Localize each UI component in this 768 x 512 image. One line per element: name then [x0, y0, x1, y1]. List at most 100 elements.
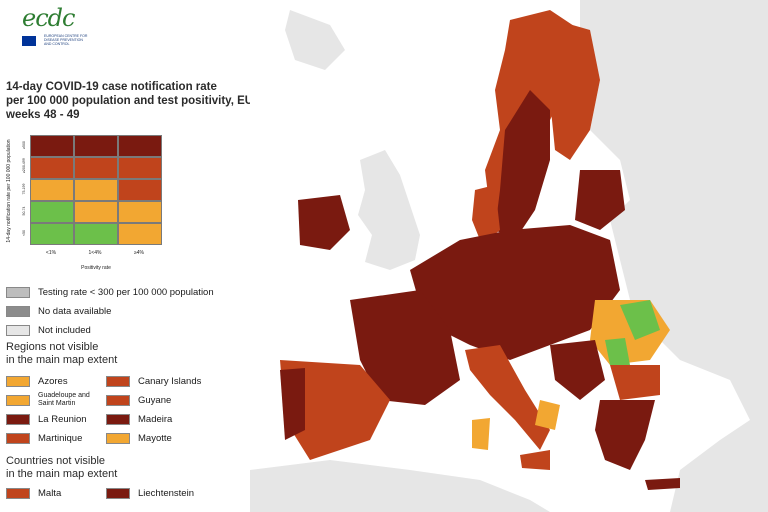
matrix-x-tick: 1<4% [88, 250, 102, 256]
legend-label: Liechtenstein [138, 487, 194, 499]
legend-item: Testing rate < 300 per 100 000 populatio… [6, 286, 214, 298]
map-title: 14-day COVID-19 case notification rate p… [6, 80, 280, 122]
sicily-land [520, 450, 550, 470]
legend-label: Azores [38, 375, 68, 387]
sweden-land [495, 90, 550, 240]
regions-heading-line-1: Regions not visible [6, 341, 99, 353]
baltics-land [575, 170, 625, 230]
matrix-y-tick: 75-199 [22, 183, 26, 195]
logo-text: ecdc [22, 4, 75, 32]
romania-green-region-land [620, 300, 660, 340]
matrix-cell [118, 135, 162, 157]
france-land [350, 290, 460, 405]
countries-heading-line-2: in the main map extent [6, 468, 118, 480]
denmark-land [472, 185, 500, 245]
matrix-y-tick: ≥500 [22, 141, 26, 149]
bulgaria-land [610, 365, 660, 400]
romania-green-region-2-land [605, 338, 630, 365]
legend-label: Malta [38, 487, 62, 499]
legend-item: No data available [6, 305, 111, 317]
legend-swatch [6, 487, 30, 499]
matrix-cell [118, 201, 162, 223]
legend-label: Guadeloupe and Saint Martin [38, 392, 90, 407]
legend-swatch [6, 394, 30, 406]
finland-land [550, 20, 600, 160]
legend-swatch [6, 286, 30, 298]
italy-land [465, 345, 550, 450]
legend-item: Guadeloupe and Saint Martin [6, 392, 98, 407]
matrix-cell [118, 157, 162, 179]
central-europe-land [410, 225, 620, 360]
legend-item: Not included [6, 324, 91, 336]
matrix-y-tick: 50-74 [22, 206, 26, 216]
legend-swatch [106, 487, 130, 499]
matrix-cell [30, 135, 74, 157]
matrix-x-axis-label: Positivity rate [81, 265, 111, 271]
matrix-cell [118, 223, 162, 245]
legend-swatch [6, 413, 30, 425]
legend-swatch [106, 413, 130, 425]
matrix-cell [74, 179, 118, 201]
title-line-3: weeks 48 - 49 [6, 109, 80, 121]
italy-south-region-land [535, 400, 560, 430]
matrix-x-tick: ≥4% [134, 250, 144, 256]
legend-label: Canary Islands [138, 375, 202, 387]
matrix-cell [30, 179, 74, 201]
north-africa-land [250, 460, 550, 512]
portugal-land [280, 368, 305, 440]
europe-map [250, 0, 768, 512]
grey-island-land [285, 10, 345, 70]
legend-item: La Reunion [6, 413, 87, 425]
matrix-cell [30, 223, 74, 245]
legend-label: La Reunion [38, 413, 87, 425]
legend-matrix [30, 135, 162, 247]
legend-label: Madeira [138, 413, 173, 425]
legend-item: Liechtenstein [106, 487, 194, 499]
legend-item: Malta [6, 487, 61, 499]
countries-heading-line-1: Countries not visible [6, 455, 106, 467]
legend-item: Guyane [106, 394, 171, 406]
greece-land [595, 400, 655, 470]
regions-heading: Regions not visible in the main map exte… [6, 341, 117, 367]
grey-east-land [580, 0, 768, 512]
regions-heading-line-2: in the main map extent [6, 354, 118, 366]
legend-item: Mayotte [106, 432, 172, 444]
ireland-land [298, 195, 350, 250]
legend-swatch [6, 375, 30, 387]
legend-item: Martinique [6, 432, 82, 444]
legend-item: Canary Islands [106, 375, 201, 387]
matrix-y-axis: 14-day notification rate per 100 000 pop… [2, 130, 12, 260]
great-britain-land [358, 150, 420, 270]
matrix-cell [118, 179, 162, 201]
legend-swatch [106, 394, 130, 406]
balkans-west-land [550, 340, 605, 400]
title-line-1: 14-day COVID-19 case notification rate [6, 81, 217, 93]
sardinia-land [472, 418, 490, 450]
legend-label: Not included [38, 324, 91, 336]
matrix-cell [74, 201, 118, 223]
title-line-2: per 100 000 population and test positivi… [6, 95, 280, 107]
matrix-cell [30, 157, 74, 179]
legend-swatch [106, 432, 130, 444]
legend-swatch [6, 324, 30, 336]
legend-swatch [106, 375, 130, 387]
matrix-cell [74, 157, 118, 179]
matrix-x-tick: <1% [45, 250, 57, 256]
legend-label: Martinique [38, 432, 83, 444]
legend-label: Mayotte [138, 432, 172, 444]
legend-label: No data available [38, 305, 112, 317]
matrix-y-tick: <50 [22, 230, 26, 236]
legend-label: Guyane [138, 394, 172, 406]
logo-subtitle: EUROPEAN CENTRE FOR DISEASE PREVENTION A… [44, 34, 88, 46]
matrix-y-axis-label: 14-day notification rate per 100 000 pop… [6, 139, 12, 243]
spain-land [280, 360, 390, 460]
legend-item: Madeira [106, 413, 172, 425]
legend-swatch [6, 432, 30, 444]
matrix-y-tick: ≥200-499 [22, 158, 26, 173]
eu-flag-icon [22, 36, 36, 46]
ecdc-logo: ecdc EUROPEAN CENTRE FOR DISEASE PREVENT… [22, 6, 92, 52]
cyprus-crete-land [645, 478, 680, 490]
legend-label: Testing rate < 300 per 100 000 populatio… [38, 286, 214, 298]
legend-swatch [6, 305, 30, 317]
matrix-cell [74, 135, 118, 157]
